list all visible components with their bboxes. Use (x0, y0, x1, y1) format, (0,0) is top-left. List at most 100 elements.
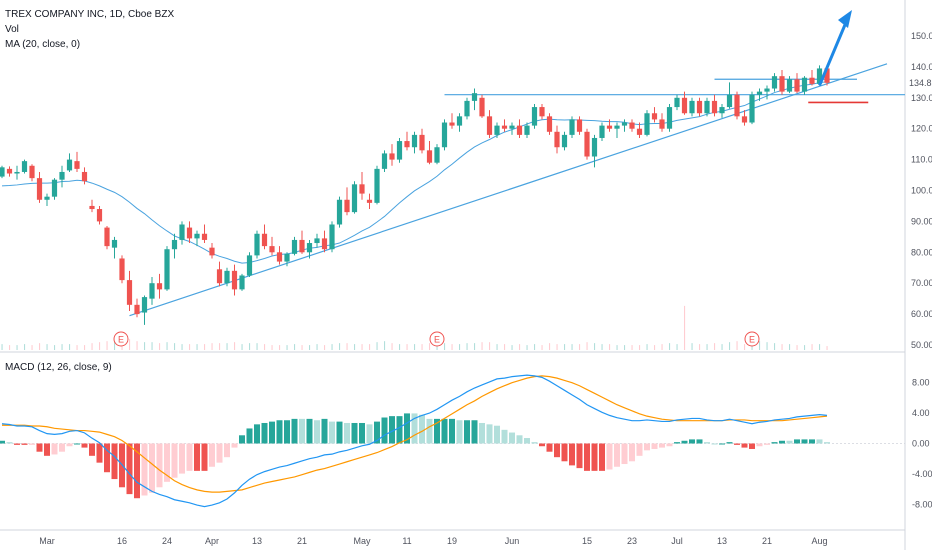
macd-histogram-bar (441, 418, 448, 444)
macd-histogram-bar (494, 425, 500, 444)
candle-body (164, 249, 170, 290)
volume-bar (166, 342, 168, 350)
volume-bar (264, 344, 266, 350)
moving-average-line (1, 81, 828, 264)
macd-histogram-bar (44, 443, 50, 456)
time-tick-label: Jul (671, 536, 683, 546)
macd-histogram-bar (516, 435, 523, 444)
candle-body (501, 125, 508, 129)
time-tick-label: Apr (205, 536, 219, 546)
macd-histogram-bar (374, 421, 380, 444)
volume-bar (271, 345, 273, 350)
candle-body (794, 79, 800, 92)
candle-body (51, 179, 58, 197)
volume-bar (624, 345, 626, 350)
macd-tick-label: -4.00 (912, 469, 932, 479)
candle-body (411, 134, 418, 148)
volume-bar (174, 343, 176, 350)
volume-bar (594, 343, 596, 350)
candle-body (809, 77, 815, 84)
candle-body (389, 153, 395, 160)
macd-histogram-bar (629, 443, 635, 462)
macd-histogram-bar (621, 443, 628, 465)
candle-body (186, 227, 193, 239)
volume-bar (474, 343, 476, 350)
volume-bar (196, 344, 198, 350)
candle-body (299, 239, 305, 253)
volume-bar (144, 342, 146, 350)
candle-body (749, 94, 755, 123)
candle-body (516, 125, 523, 135)
earnings-event-marker: E (744, 331, 760, 347)
candle-body (276, 252, 283, 262)
macd-histogram-bar (479, 422, 485, 444)
candle-body (591, 137, 598, 157)
candle-body (29, 165, 35, 179)
price-tick-label: 90.00 (911, 216, 932, 226)
macd-histogram-bar (0, 440, 5, 444)
macd-histogram-bar (419, 414, 425, 444)
candle-body (0, 167, 5, 177)
volume-bar (639, 345, 641, 350)
volume-bar (811, 344, 813, 350)
volume-bar (241, 344, 243, 350)
macd-histogram-bar (261, 422, 268, 444)
volume-bar (339, 343, 341, 350)
volume-bar (376, 342, 378, 350)
time-tick-label: 24 (162, 536, 172, 546)
macd-histogram-bar (434, 418, 440, 444)
macd-histogram-bar (96, 443, 103, 463)
macd-histogram-bar (254, 424, 260, 444)
macd-histogram-bar (276, 420, 283, 444)
macd-histogram-bar (561, 443, 568, 462)
candle-body (396, 141, 403, 160)
macd-histogram-bar (14, 443, 20, 445)
candle-body (179, 224, 185, 240)
macd-histogram-bar (726, 442, 733, 444)
candle-body (771, 76, 778, 89)
volume-bar (369, 344, 371, 350)
candle-body (126, 280, 133, 305)
time-tick-label: 21 (297, 536, 307, 546)
volume-bar (661, 344, 663, 350)
volume-bar (466, 343, 468, 350)
volume-bar (61, 344, 63, 350)
volume-bar (189, 344, 191, 350)
candle-body (471, 93, 478, 101)
volume-bar (234, 342, 236, 350)
volume-bar (204, 344, 206, 350)
macd-histogram-bar (224, 443, 230, 458)
macd-histogram-bar (824, 442, 830, 444)
earnings-event-marker: E (429, 331, 445, 347)
candle-body (486, 116, 493, 135)
macd-histogram-bar (606, 443, 613, 470)
candle-body (111, 239, 118, 248)
last-price-bg (906, 76, 932, 89)
candle-body (66, 159, 73, 171)
volume-bar (429, 343, 431, 350)
candle-body (374, 168, 380, 203)
macd-histogram-bar (179, 443, 185, 474)
macd-histogram-bar (269, 421, 275, 444)
macd-histogram-bar (681, 440, 688, 444)
time-tick-label: 19 (447, 536, 457, 546)
candle-body (74, 161, 80, 169)
event-circle (744, 331, 760, 347)
price-tick-label: 80.00 (911, 247, 932, 257)
candle-body (629, 122, 635, 129)
macd-histogram-bar (501, 429, 508, 444)
volume-bar (669, 343, 671, 350)
macd-histogram-bar (351, 422, 358, 444)
macd-histogram-bar (696, 439, 703, 444)
time-tick-label: 11 (402, 536, 411, 546)
candle-body (261, 233, 268, 247)
volume-bar (114, 342, 116, 350)
candle-body (209, 247, 215, 256)
macd-histogram-bar (591, 443, 598, 471)
candle-body (524, 125, 530, 135)
chart-title: TREX COMPANY INC, 1D, Cboe BZX (5, 9, 175, 20)
volume-bar (129, 339, 131, 350)
macd-histogram-bar (771, 442, 778, 444)
macd-histogram-bar (29, 443, 35, 445)
